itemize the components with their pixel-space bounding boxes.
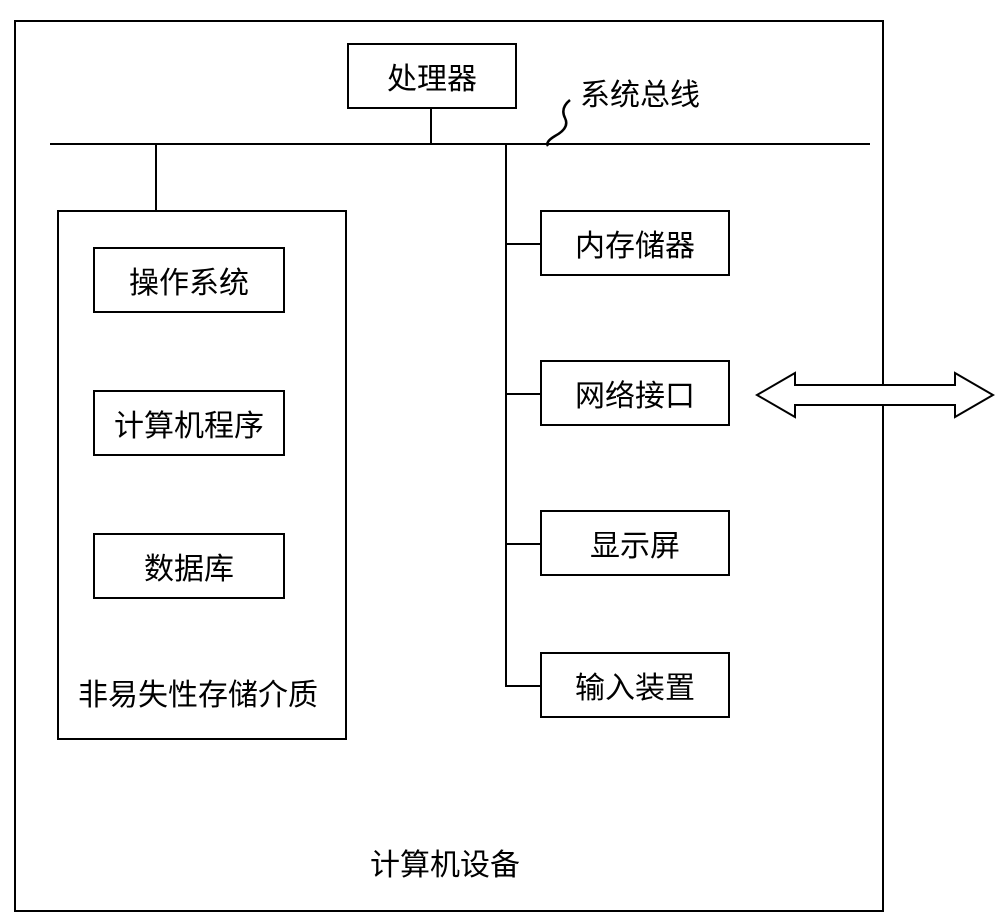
- os-label: 操作系统: [129, 258, 249, 302]
- database-box: 数据库: [93, 533, 285, 599]
- bus-pointer-squiggle: [540, 98, 580, 148]
- input-device-connector: [505, 685, 540, 687]
- memory-box: 内存储器: [540, 210, 730, 276]
- os-box: 操作系统: [93, 247, 285, 313]
- display-box: 显示屏: [540, 510, 730, 576]
- processor-bus-connector: [430, 109, 432, 143]
- processor-label: 处理器: [387, 54, 477, 98]
- memory-label: 内存储器: [575, 221, 695, 265]
- network-bidirectional-arrow-icon: [755, 367, 995, 423]
- program-label: 计算机程序: [114, 401, 264, 445]
- nonvolatile-storage-label: 非易失性存储介质: [78, 670, 318, 714]
- input-device-label: 输入装置: [575, 663, 695, 707]
- processor-box: 处理器: [347, 43, 517, 109]
- right-branch-drop: [505, 143, 507, 685]
- program-box: 计算机程序: [93, 390, 285, 456]
- computer-device-label: 计算机设备: [370, 840, 520, 884]
- database-label: 数据库: [144, 544, 234, 588]
- network-connector: [505, 393, 540, 395]
- left-branch-drop: [155, 143, 157, 210]
- display-label: 显示屏: [590, 521, 680, 565]
- display-connector: [505, 543, 540, 545]
- system-bus-label: 系统总线: [580, 70, 700, 114]
- memory-connector: [505, 243, 540, 245]
- network-interface-label: 网络接口: [575, 371, 695, 415]
- network-interface-box: 网络接口: [540, 360, 730, 426]
- input-device-box: 输入装置: [540, 652, 730, 718]
- system-bus-line: [50, 143, 870, 145]
